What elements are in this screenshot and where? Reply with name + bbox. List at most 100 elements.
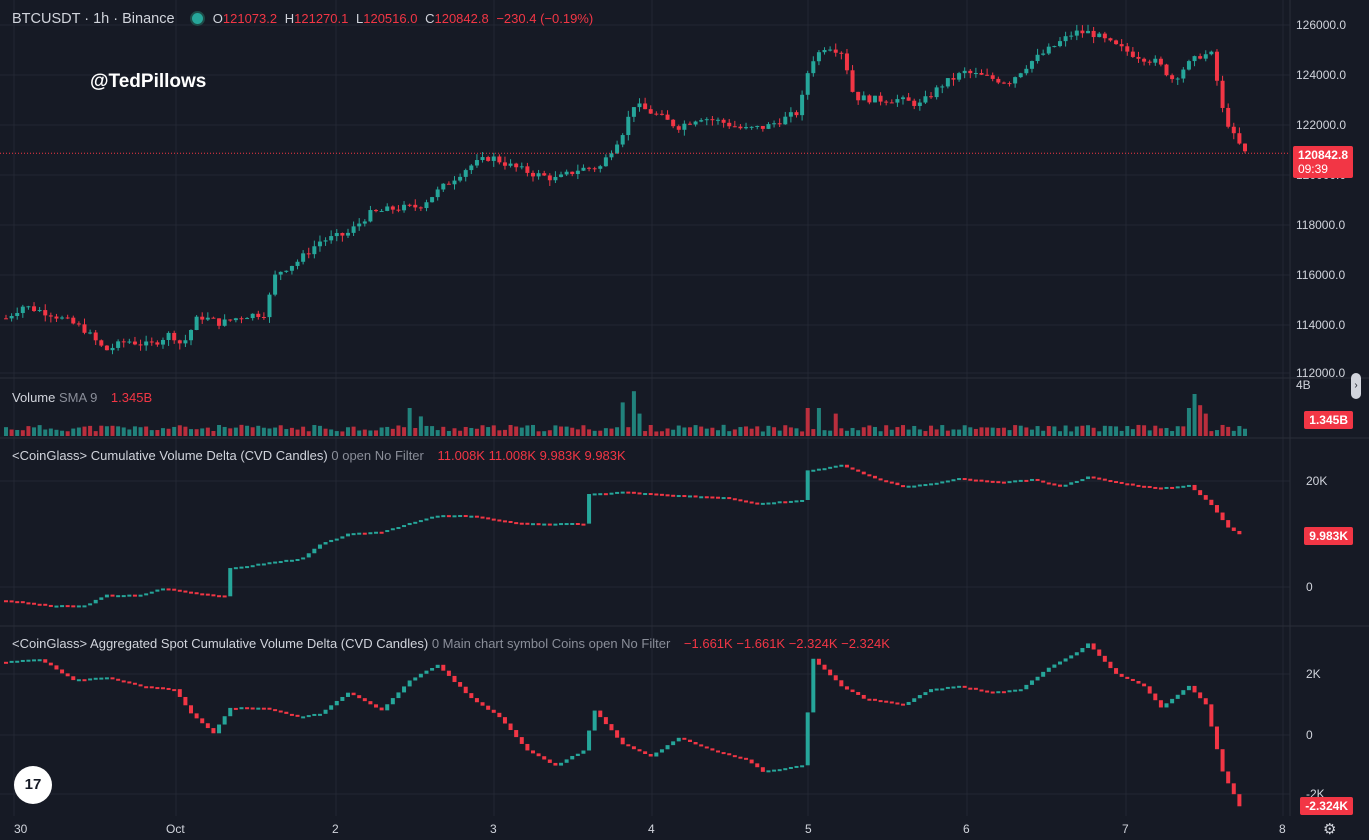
cvd-candle bbox=[525, 522, 530, 525]
cvd-last-tag[interactable]: 9.983K bbox=[1304, 527, 1353, 545]
spot-cvd-candle bbox=[362, 698, 367, 702]
cvd-candle bbox=[480, 516, 485, 519]
volume-label[interactable]: Volume bbox=[12, 390, 56, 405]
spot-cvd-title[interactable]: <CoinGlass> Aggregated Spot Cumulative V… bbox=[12, 636, 429, 651]
spot-cvd-candle bbox=[200, 718, 205, 724]
volume-bar bbox=[295, 429, 300, 436]
tradingview-logo[interactable]: 17 bbox=[14, 766, 52, 804]
cvd-candle bbox=[340, 536, 345, 539]
volume-bar bbox=[1170, 431, 1175, 436]
spot-cvd-candle bbox=[323, 709, 328, 714]
symbol-title[interactable]: BTCUSDT · 1h · Binance bbox=[12, 11, 175, 27]
price-candle bbox=[211, 317, 216, 319]
cvd-candle bbox=[116, 595, 121, 598]
spot-cvd-candle bbox=[676, 737, 681, 742]
pane-resize-handle[interactable]: › bbox=[1351, 373, 1361, 399]
cvd-candle bbox=[82, 605, 87, 608]
spot-cvd-candle bbox=[396, 692, 401, 699]
price-candle bbox=[340, 233, 345, 236]
cvd-candle bbox=[637, 492, 642, 495]
spot-cvd-candle bbox=[592, 710, 597, 731]
volume-bar bbox=[362, 429, 367, 436]
spot-cvd-candle bbox=[772, 769, 777, 772]
price-candle bbox=[811, 61, 816, 74]
settings-gear-icon[interactable]: ⚙ bbox=[1323, 821, 1337, 838]
price-candle bbox=[452, 180, 457, 185]
cvd-candle bbox=[317, 544, 322, 549]
volume-bar bbox=[1147, 430, 1152, 436]
volume-last-tag[interactable]: 1.345B bbox=[1304, 411, 1353, 429]
price-candle bbox=[665, 114, 670, 120]
volume-bar bbox=[794, 428, 799, 436]
volume-bar bbox=[267, 428, 272, 436]
volume-bar bbox=[699, 426, 704, 436]
volume-bar bbox=[138, 427, 143, 436]
cvd-candles bbox=[4, 464, 1242, 608]
price-candle bbox=[710, 119, 715, 121]
cvd-candle bbox=[1119, 481, 1124, 484]
cvd-candle bbox=[273, 561, 278, 564]
cvd-candle bbox=[788, 500, 793, 503]
spot-cvd-candle bbox=[480, 702, 485, 706]
volume-bar bbox=[1001, 427, 1006, 436]
volume-bar bbox=[766, 425, 771, 436]
cvd-candle bbox=[469, 515, 474, 518]
cvd-candle bbox=[1018, 479, 1023, 482]
cvd-candle bbox=[587, 494, 592, 524]
cvd-candle bbox=[1001, 481, 1006, 484]
spot-cvd-candle bbox=[609, 724, 614, 731]
cvd-candle bbox=[805, 470, 810, 500]
cvd-candle bbox=[155, 589, 160, 592]
spot-cvd-candle bbox=[1080, 648, 1085, 653]
spot-cvd-candle bbox=[542, 756, 547, 760]
cvd-candle bbox=[1186, 484, 1191, 487]
spot-cvd-candle bbox=[1024, 684, 1029, 690]
cvd-candle bbox=[1086, 476, 1091, 480]
spot-cvd-candle bbox=[172, 689, 177, 692]
cvd-candle bbox=[413, 521, 418, 524]
spot-cvd-candle bbox=[867, 698, 872, 701]
volume-bar bbox=[800, 431, 805, 436]
price-candle bbox=[486, 157, 491, 161]
price-candle bbox=[587, 167, 592, 169]
volume-bar bbox=[32, 427, 37, 436]
price-candle bbox=[189, 330, 194, 341]
cvd-candle bbox=[1158, 487, 1163, 490]
last-price-tag[interactable]: 120842.8 09:39 bbox=[1292, 146, 1353, 178]
price-candle bbox=[1231, 126, 1236, 134]
volume-bar bbox=[553, 425, 558, 436]
spot-cvd-candle bbox=[82, 679, 87, 682]
volume-bar bbox=[452, 428, 457, 436]
price-candle bbox=[20, 306, 25, 314]
cvd-tick: 20K bbox=[1306, 474, 1328, 488]
spot-cvd-candle bbox=[1001, 691, 1006, 694]
spot-cvd-candle bbox=[317, 713, 322, 716]
cvd-candle bbox=[166, 588, 171, 591]
cvd-candle bbox=[160, 588, 165, 591]
spot-cvd-candle bbox=[530, 750, 535, 754]
price-candle bbox=[1181, 69, 1186, 79]
cvd-candle bbox=[441, 515, 446, 518]
volume-bar bbox=[525, 425, 530, 436]
cvd-candle bbox=[923, 484, 928, 487]
spot-cvd-last-tag[interactable]: -2.324K bbox=[1300, 797, 1353, 815]
volume-bar bbox=[1007, 430, 1012, 436]
price-candle bbox=[979, 73, 984, 75]
volume-bar bbox=[1029, 429, 1034, 436]
volume-bar bbox=[418, 416, 423, 436]
cvd-candle bbox=[962, 478, 967, 481]
price-candle bbox=[783, 116, 788, 125]
price-candle bbox=[32, 306, 37, 311]
cvd-title[interactable]: <CoinGlass> Cumulative Volume Delta (CVD… bbox=[12, 448, 328, 463]
spot-cvd-candle bbox=[816, 658, 821, 665]
cvd-candle bbox=[598, 493, 603, 496]
volume-bar bbox=[1231, 430, 1236, 436]
cvd-candle bbox=[458, 515, 463, 518]
volume-bar bbox=[116, 426, 121, 436]
price-candle bbox=[525, 166, 530, 173]
volume-bar bbox=[760, 431, 765, 436]
cvd-candle bbox=[88, 603, 93, 606]
price-candle bbox=[575, 170, 580, 174]
volume-bar bbox=[205, 427, 210, 436]
